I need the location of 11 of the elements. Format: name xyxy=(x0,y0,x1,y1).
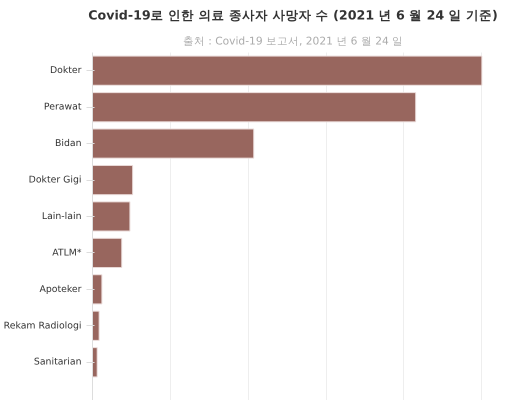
chart-title: Covid-19로 인한 의료 종사자 사망자 수 (2021 년 6 월 24 일 기준) xyxy=(88,8,498,22)
y-tick-label: Bidan xyxy=(54,138,82,150)
y-tick-label: Apoteker xyxy=(39,284,82,295)
y-tick-label: Sanitarian xyxy=(34,356,82,368)
chart-subtitle: 출처 : Covid-19 보고서, 2021 년 6 월 24 일 xyxy=(182,34,404,48)
y-tick-label: Rekam Radiologi xyxy=(4,320,82,332)
y-tick-label: ATLM* xyxy=(52,247,82,258)
y-tick-label: Dokter Gigi xyxy=(28,174,82,186)
y-tick-label: Perawat xyxy=(44,102,82,113)
y-tick-label: Dokter xyxy=(50,65,82,76)
y-tick-label: Lain-lain xyxy=(42,210,82,222)
